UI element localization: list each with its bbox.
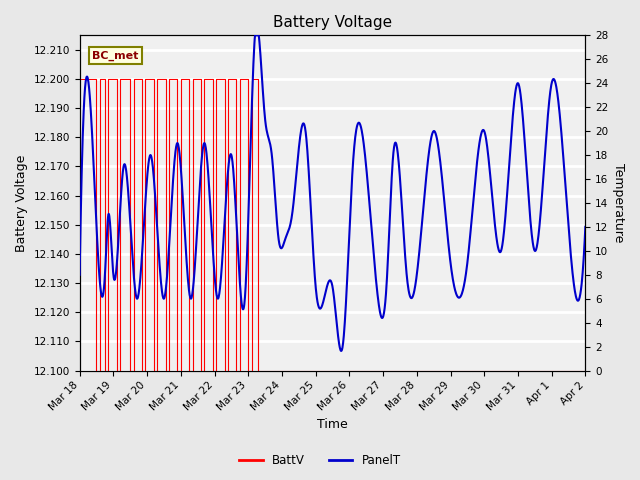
Title: Battery Voltage: Battery Voltage — [273, 15, 392, 30]
X-axis label: Time: Time — [317, 419, 348, 432]
Y-axis label: Battery Voltage: Battery Voltage — [15, 154, 28, 252]
Legend: BattV, PanelT: BattV, PanelT — [234, 449, 406, 472]
Text: BC_met: BC_met — [92, 51, 139, 61]
Y-axis label: Temperature: Temperature — [612, 163, 625, 242]
